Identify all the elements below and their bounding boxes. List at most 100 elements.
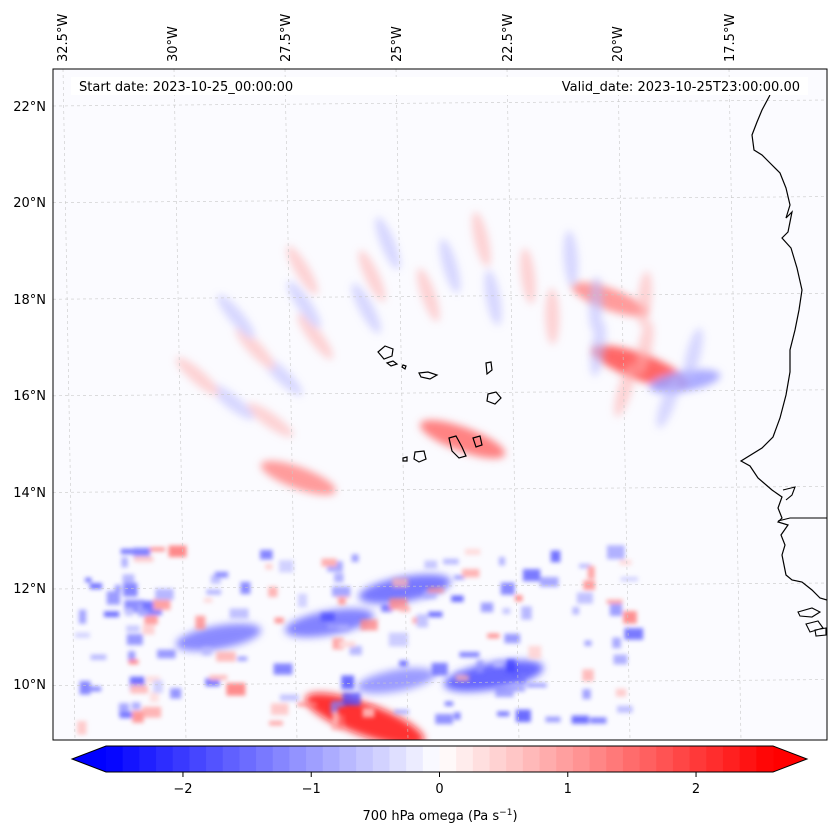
omega-band xyxy=(287,281,321,329)
omega-cell xyxy=(205,678,220,687)
omega-cell xyxy=(515,595,523,602)
colorbar-tick-label: −1 xyxy=(302,782,321,797)
omega-cell xyxy=(131,702,141,710)
omega-cell xyxy=(155,588,174,600)
omega-cell xyxy=(149,547,166,552)
colorbar-step xyxy=(489,746,507,772)
omega-cell xyxy=(517,672,526,684)
colorbar-step xyxy=(456,746,474,772)
omega-band xyxy=(417,268,440,322)
bijagos-islands xyxy=(797,607,827,637)
omega-band xyxy=(375,217,401,270)
omega-feature xyxy=(356,668,436,694)
omega-cell xyxy=(142,600,156,611)
omega-feature xyxy=(285,608,374,637)
omega-cell xyxy=(431,662,448,676)
omega-cell xyxy=(392,577,409,588)
omega-cell xyxy=(321,558,337,567)
omega-cell xyxy=(495,685,514,698)
lat-label: 14°N xyxy=(13,486,46,501)
omega-cell xyxy=(587,566,595,579)
lat-label: 18°N xyxy=(13,293,46,308)
colorbar-step xyxy=(556,746,574,772)
omega-cell xyxy=(153,598,171,610)
colorbar-step xyxy=(406,746,424,772)
omega-cell xyxy=(424,560,438,569)
omega-band xyxy=(209,383,255,420)
omega-cell xyxy=(511,669,520,679)
omega-cell xyxy=(138,604,149,617)
omega-cell xyxy=(327,624,344,630)
colorbar-step xyxy=(206,746,224,772)
colorbar-step xyxy=(539,746,557,772)
omega-feature xyxy=(649,369,721,393)
colorbar-step xyxy=(322,746,340,772)
omega-band xyxy=(235,327,275,370)
valid-date-label: Valid_date: 2023-10-25T23:00:00.00 xyxy=(562,80,800,95)
omega-band xyxy=(683,328,703,383)
omega-cell xyxy=(210,574,221,584)
omega-cell xyxy=(260,549,273,560)
omega-cell xyxy=(132,710,144,723)
omega-cell xyxy=(118,703,129,716)
start-date-label: Start date: 2023-10-25_00:00:00 xyxy=(79,80,293,95)
omega-cell xyxy=(351,554,359,562)
colorbar-step xyxy=(672,746,691,772)
colorbar-step xyxy=(339,746,357,772)
omega-cell xyxy=(265,563,273,570)
omega-band xyxy=(175,357,220,396)
omega-cell xyxy=(142,624,155,635)
omega-cell xyxy=(144,615,158,625)
lat-label: 10°N xyxy=(13,678,46,693)
omega-cell xyxy=(623,611,637,624)
omega-cell xyxy=(214,571,229,578)
lon-label: 30°W xyxy=(166,26,181,62)
lon-label: 25°W xyxy=(390,26,405,62)
omega-cell xyxy=(142,706,162,718)
lon-label: 17.5°W xyxy=(723,14,738,62)
omega-cell xyxy=(493,660,505,668)
omega-cell xyxy=(119,711,133,719)
meridian-line xyxy=(395,69,409,740)
omega-cell xyxy=(77,721,87,735)
omega-cell xyxy=(394,709,409,715)
omega-cell xyxy=(269,720,283,726)
cape-verde-islands xyxy=(377,345,502,463)
omega-cell xyxy=(273,663,293,675)
omega-cell xyxy=(521,606,532,620)
omega-cell xyxy=(274,617,284,624)
omega-cell xyxy=(462,569,480,578)
lat-label: 22°N xyxy=(13,100,46,115)
omega-cell xyxy=(389,598,408,610)
omega-cell xyxy=(203,598,213,603)
colorbar-tick-label: 1 xyxy=(564,782,572,797)
omega-cell xyxy=(515,709,531,722)
omega-cell xyxy=(123,582,138,597)
meridian-line xyxy=(617,69,631,740)
lat-label: 16°N xyxy=(13,389,46,404)
header-strip xyxy=(71,77,808,95)
omega-cell xyxy=(582,689,591,700)
omega-cell xyxy=(338,714,345,728)
omega-cell xyxy=(280,694,299,701)
meridian-line xyxy=(506,69,520,740)
omega-cell xyxy=(423,590,437,599)
omega-wave-bands xyxy=(175,211,703,438)
colorbar-step xyxy=(122,746,140,772)
omega-cell xyxy=(504,633,520,644)
omega-cell xyxy=(613,654,628,665)
omega-cell xyxy=(330,702,339,714)
colorbar-step xyxy=(506,746,524,772)
meridian-line xyxy=(173,69,187,740)
colorbar-step xyxy=(472,746,491,772)
omega-cell xyxy=(539,577,559,587)
colorbar-step xyxy=(389,746,407,772)
omega-cell xyxy=(157,649,176,659)
colorbar-step xyxy=(172,746,190,772)
colorbar-step xyxy=(356,746,374,772)
omega-band xyxy=(520,248,536,304)
omega-cell xyxy=(428,611,443,618)
omega-cell xyxy=(130,685,149,694)
omega-cell xyxy=(576,592,593,604)
omega-band xyxy=(439,239,461,293)
